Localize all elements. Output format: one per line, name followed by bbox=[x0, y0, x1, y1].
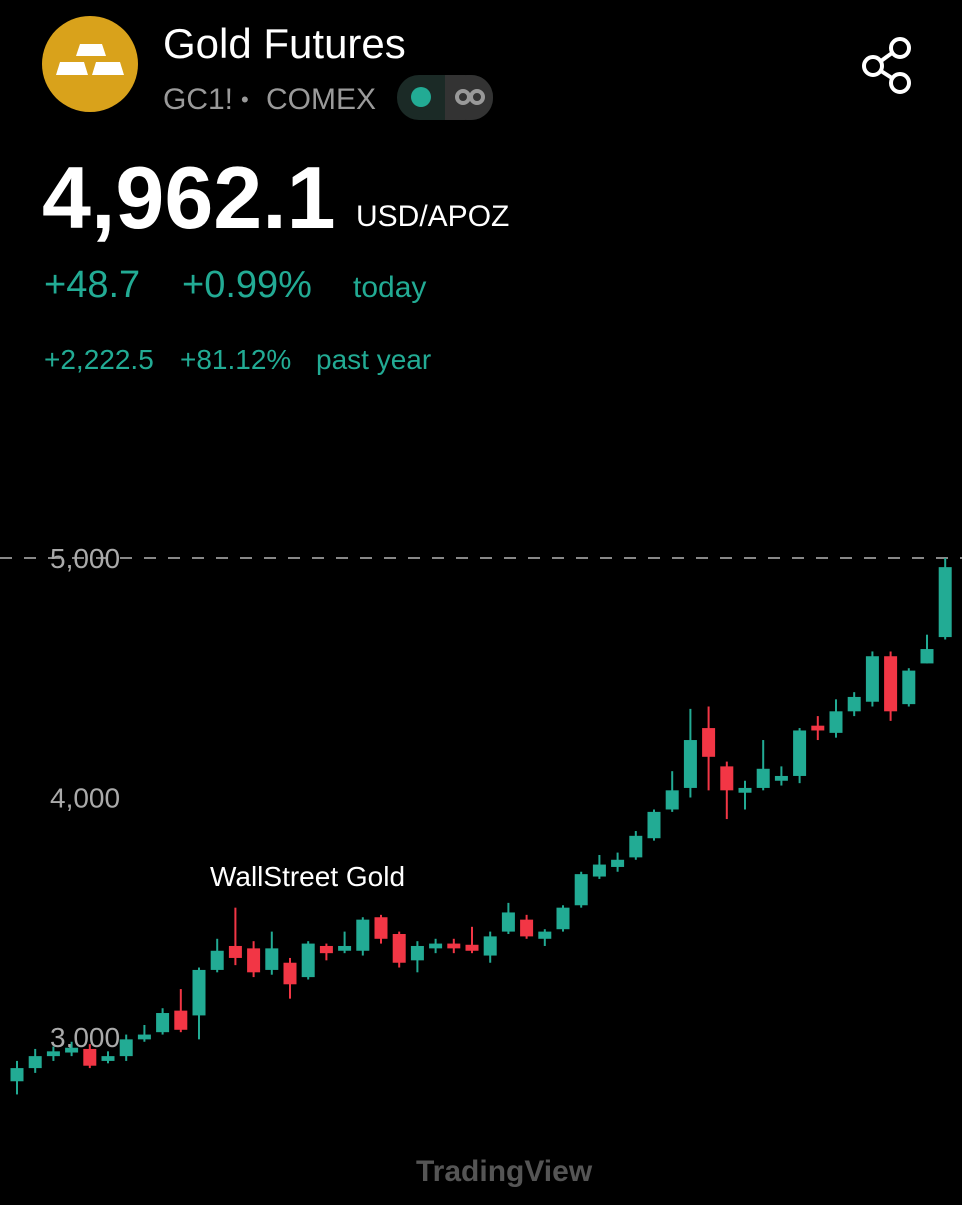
candle-body bbox=[228, 945, 242, 958]
exchange: COMEX bbox=[266, 83, 376, 116]
candle-body bbox=[465, 944, 479, 951]
candle-body bbox=[338, 945, 352, 951]
price-unit: USD/APOZ bbox=[356, 200, 509, 233]
candle-body bbox=[119, 1039, 133, 1057]
candle-body bbox=[702, 728, 716, 757]
candle-body bbox=[520, 919, 534, 937]
candle-body bbox=[793, 730, 807, 776]
change-period: today bbox=[353, 271, 426, 304]
watermark: TradingView bbox=[416, 1155, 593, 1188]
candle-body bbox=[483, 936, 497, 956]
candle-body bbox=[247, 948, 261, 973]
candle-body bbox=[720, 766, 734, 791]
annotation: WallStreet Gold bbox=[210, 861, 405, 892]
candle-body bbox=[811, 725, 825, 731]
candle-body bbox=[265, 948, 279, 970]
share-button[interactable] bbox=[862, 37, 911, 94]
symbol: GC1! bbox=[163, 83, 233, 116]
candle-body bbox=[847, 696, 861, 712]
candle-body bbox=[101, 1056, 115, 1061]
year-period: past year bbox=[316, 344, 431, 375]
title: Gold Futures bbox=[163, 20, 406, 67]
change-percent: +0.99% bbox=[182, 264, 312, 306]
candle-body bbox=[647, 811, 661, 839]
candle-body bbox=[556, 907, 570, 930]
year-change: +2,222.5 bbox=[44, 344, 154, 375]
candle-body bbox=[319, 945, 333, 954]
candle-body bbox=[611, 859, 625, 867]
logo-bars bbox=[56, 44, 124, 75]
candle-body bbox=[920, 649, 934, 664]
candle-body bbox=[83, 1048, 97, 1066]
y-tick-label: 3,000 bbox=[50, 1022, 120, 1053]
change: +48.7 bbox=[44, 264, 140, 306]
status-pill[interactable] bbox=[397, 75, 493, 120]
y-tick-label: 5,000 bbox=[50, 543, 120, 574]
candle-body bbox=[629, 835, 643, 858]
y-tick-label: 4,000 bbox=[50, 783, 120, 814]
candle-body bbox=[65, 1047, 79, 1053]
candle-body bbox=[538, 931, 552, 939]
candle-body bbox=[429, 943, 443, 949]
candle-body bbox=[683, 740, 697, 788]
candle-body bbox=[174, 1010, 188, 1030]
candle-body bbox=[938, 567, 952, 638]
year-change-percent: +81.12% bbox=[180, 344, 291, 375]
candle-body bbox=[156, 1013, 170, 1033]
candle-body bbox=[283, 962, 297, 985]
candle-body bbox=[774, 775, 788, 781]
candle-body bbox=[210, 950, 224, 970]
candle-body bbox=[501, 912, 515, 932]
candle-body bbox=[10, 1068, 24, 1082]
candle-body bbox=[884, 656, 898, 712]
candle-body bbox=[592, 864, 606, 877]
candle-body bbox=[392, 934, 406, 963]
candle-body bbox=[738, 787, 752, 793]
separator: • bbox=[241, 87, 249, 112]
candle-body bbox=[137, 1034, 151, 1040]
candle-body bbox=[902, 670, 916, 705]
candle-body bbox=[447, 943, 461, 949]
price: 4,962.1 bbox=[42, 148, 336, 247]
candle-body bbox=[756, 768, 770, 788]
candle-body bbox=[665, 790, 679, 810]
candle-body bbox=[374, 917, 388, 939]
candle-body bbox=[301, 943, 315, 978]
candle-body bbox=[46, 1051, 60, 1057]
candle-body bbox=[28, 1056, 42, 1069]
candle-body bbox=[410, 945, 424, 961]
logo bbox=[42, 16, 138, 112]
candle-body bbox=[829, 711, 843, 733]
candle-body bbox=[356, 919, 370, 951]
candle-body bbox=[574, 874, 588, 906]
candle-body bbox=[192, 969, 206, 1016]
candle-body bbox=[865, 656, 879, 702]
